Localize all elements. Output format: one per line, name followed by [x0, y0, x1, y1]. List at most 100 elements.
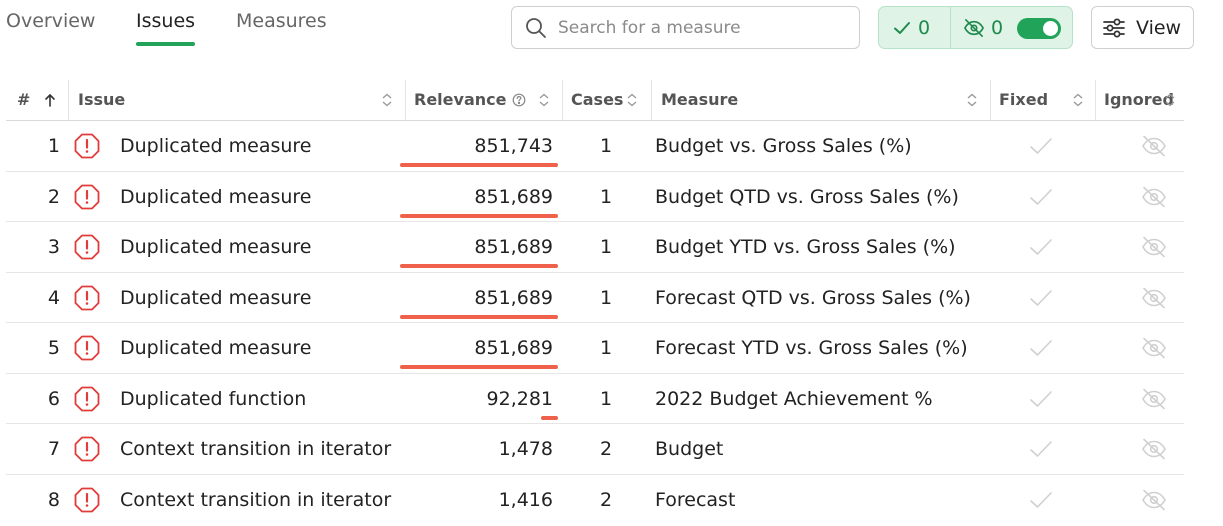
eye-off-icon: [1142, 186, 1166, 207]
ignore-button[interactable]: [1139, 475, 1169, 525]
cases-count: 1: [599, 236, 613, 258]
sort-icon[interactable]: [538, 92, 550, 108]
view-button[interactable]: View: [1091, 6, 1194, 49]
view-button-label: View: [1136, 16, 1182, 39]
mark-fixed-button[interactable]: [1026, 374, 1056, 424]
table-row[interactable]: 8 Context transition in iterator 1,416 2…: [6, 475, 1184, 526]
issue-name: Duplicated measure: [120, 135, 312, 157]
measure-name[interactable]: Forecast: [655, 488, 736, 511]
alert-octagon-icon: [74, 386, 100, 411]
column-header-fixed[interactable]: Fixed: [999, 90, 1049, 109]
relevance-value: 851,689: [474, 236, 553, 258]
toggle-knob: [1043, 21, 1058, 36]
eye-off-icon: [1142, 337, 1166, 359]
table-row[interactable]: 6 Duplicated function 92,281 1 2022 Budg…: [6, 374, 1184, 424]
ignore-button[interactable]: [1139, 323, 1169, 373]
issue-name: Context transition in iterator: [120, 438, 392, 460]
issue-filter-group: 0 0: [878, 6, 1073, 49]
table-row[interactable]: 5 Duplicated measure 851,689 1 Forecast …: [6, 323, 1184, 374]
row-number: 4: [47, 286, 60, 309]
alert-octagon-icon: [74, 487, 100, 512]
column-header-num[interactable]: #: [17, 90, 31, 109]
relevance-value: 1,416: [498, 488, 553, 511]
column-header-issue[interactable]: Issue: [78, 90, 126, 109]
issue-severity-icon-wrap: [73, 172, 103, 222]
sort-icon[interactable]: [1164, 92, 1176, 108]
mark-fixed-button[interactable]: [1026, 424, 1056, 474]
check-icon: [894, 21, 910, 34]
measure-name[interactable]: 2022 Budget Achievement %: [655, 387, 933, 410]
row-number: 7: [47, 438, 60, 460]
measure-name[interactable]: Forecast YTD vs. Gross Sales (%): [655, 337, 968, 359]
search-box[interactable]: [511, 6, 860, 49]
issue-severity-icon-wrap: [73, 374, 103, 424]
mark-fixed-button[interactable]: [1026, 273, 1056, 323]
issue-name: Duplicated measure: [120, 286, 312, 309]
relevance-value: 92,281: [486, 387, 553, 410]
fixed-filter[interactable]: 0: [879, 7, 951, 48]
mark-fixed-button[interactable]: [1026, 121, 1056, 171]
mark-fixed-button[interactable]: [1026, 323, 1056, 373]
show-toggle[interactable]: [1017, 18, 1061, 39]
mark-fixed-button[interactable]: [1026, 222, 1056, 272]
check-icon: [1030, 188, 1052, 205]
fixed-count: 0: [918, 16, 931, 39]
mark-fixed-button[interactable]: [1026, 475, 1056, 525]
sort-icon[interactable]: [1072, 92, 1084, 108]
tab-overview[interactable]: Overview: [6, 10, 96, 32]
sort-ascending-icon[interactable]: [44, 92, 56, 108]
table-header: # Issue Relevance Cases Measure Fixed: [6, 78, 1184, 121]
check-icon: [1030, 289, 1052, 306]
eye-off-icon: [1142, 388, 1166, 409]
sort-icon[interactable]: [966, 92, 978, 108]
relevance-value: 1,478: [498, 438, 553, 460]
cases-count: 1: [599, 337, 613, 359]
ignore-button[interactable]: [1139, 424, 1169, 474]
row-number: 1: [47, 135, 60, 157]
issue-name: Duplicated function: [120, 387, 307, 410]
tab-measures[interactable]: Measures: [236, 10, 327, 32]
alert-octagon-icon: [74, 234, 100, 260]
help-icon[interactable]: [512, 93, 526, 107]
column-header-cases[interactable]: Cases: [571, 90, 624, 109]
sort-icon[interactable]: [381, 92, 393, 108]
sliders-icon: [1103, 18, 1125, 37]
table-row[interactable]: 4 Duplicated measure 851,689 1 Forecast …: [6, 273, 1184, 323]
table-body: 1 Duplicated measure 851,743 1 Budget vs…: [6, 121, 1184, 525]
ignore-button[interactable]: [1139, 273, 1169, 323]
issue-severity-icon-wrap: [73, 121, 103, 171]
tab-issues[interactable]: Issues: [136, 10, 196, 46]
column-header-ignored[interactable]: Ignored: [1104, 90, 1174, 109]
relevance-label: Relevance: [414, 90, 507, 109]
ignore-button[interactable]: [1139, 172, 1169, 222]
alert-octagon-icon: [74, 184, 100, 209]
relevance-bar: [400, 314, 558, 319]
search-input[interactable]: [558, 17, 848, 38]
issues-table: # Issue Relevance Cases Measure Fixed: [6, 78, 1184, 525]
table-row[interactable]: 2 Duplicated measure 851,689 1 Budget QT…: [6, 172, 1184, 222]
table-row[interactable]: 3 Duplicated measure 851,689 1 Budget YT…: [6, 222, 1184, 273]
relevance-value: 851,689: [474, 337, 553, 359]
sort-icon[interactable]: [626, 92, 638, 108]
ignored-filter[interactable]: 0: [951, 7, 1013, 48]
measure-name[interactable]: Budget YTD vs. Gross Sales (%): [655, 236, 956, 258]
check-icon: [1030, 390, 1052, 407]
issue-severity-icon-wrap: [73, 323, 103, 373]
relevance-bar: [400, 163, 558, 167]
row-number: 5: [47, 337, 60, 359]
mark-fixed-button[interactable]: [1026, 172, 1056, 222]
measure-name[interactable]: Budget QTD vs. Gross Sales (%): [655, 185, 959, 208]
column-header-relevance[interactable]: Relevance: [414, 78, 526, 121]
alert-octagon-icon: [74, 285, 100, 310]
table-row[interactable]: 1 Duplicated measure 851,743 1 Budget vs…: [6, 121, 1184, 172]
relevance-bar: [400, 365, 558, 369]
column-header-measure[interactable]: Measure: [661, 90, 739, 109]
measure-name[interactable]: Forecast QTD vs. Gross Sales (%): [655, 286, 971, 309]
relevance-value: 851,689: [474, 286, 553, 309]
table-row[interactable]: 7 Context transition in iterator 1,478 2…: [6, 424, 1184, 475]
ignore-button[interactable]: [1139, 374, 1169, 424]
measure-name[interactable]: Budget: [655, 438, 724, 460]
ignore-button[interactable]: [1139, 121, 1169, 171]
ignore-button[interactable]: [1139, 222, 1169, 272]
measure-name[interactable]: Budget vs. Gross Sales (%): [655, 135, 912, 157]
